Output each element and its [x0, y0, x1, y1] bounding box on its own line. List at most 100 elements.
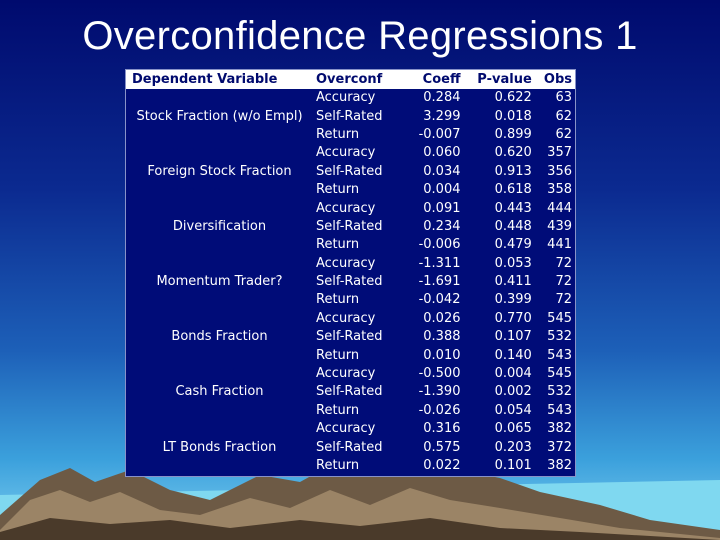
obs-cell: 372: [547, 439, 572, 455]
table-row: LT Bonds Fraction Self-Rated 0.575 0.203 372: [126, 438, 575, 456]
overconf-cell: Self-Rated: [316, 274, 383, 290]
coeff-cell: 0.091: [423, 200, 461, 216]
overconf-cell: Self-Rated: [316, 163, 383, 179]
obs-cell: 545: [547, 310, 572, 326]
obs-cell: 545: [547, 366, 572, 382]
table-row: Return -0.006 0.479 441: [126, 236, 575, 254]
p-value-cell: 0.107: [494, 329, 532, 345]
overconf-cell: Accuracy: [316, 200, 376, 216]
table-row: Accuracy 0.091 0.443 444: [126, 199, 575, 217]
dependent-variable-cell: Stock Fraction (w/o Empl): [136, 108, 303, 124]
table-body: Accuracy 0.284 0.622 63 Stock Fraction (w/o …: [126, 89, 575, 475]
table-row: Foreign Stock Fraction Self-Rated 0.034 0.9…: [126, 163, 575, 181]
dependent-variable-cell: [126, 199, 313, 217]
overconf-cell: Self-Rated: [316, 384, 383, 400]
dependent-variable-cell: Diversification: [172, 218, 267, 234]
p-value-cell: 0.065: [494, 421, 532, 437]
dependent-variable-cell: [126, 365, 313, 383]
overconf-cell: Self-Rated: [316, 108, 383, 124]
obs-cell: 543: [547, 347, 572, 363]
p-value-cell: 0.399: [494, 292, 532, 308]
p-value-cell: 0.203: [494, 439, 532, 455]
coeff-cell: -1.390: [418, 384, 461, 400]
obs-cell: 72: [555, 292, 572, 308]
table-row: Bonds Fraction Self-Rated 0.388 0.107 532: [126, 328, 575, 346]
dependent-variable-cell: Momentum Trader?: [156, 274, 283, 290]
dependent-variable-cell: [126, 291, 313, 309]
dependent-variable-cell: [126, 310, 313, 328]
header-p-value: P-value: [477, 72, 532, 87]
obs-cell: 358: [547, 182, 572, 198]
dependent-variable-cell: [126, 255, 313, 273]
obs-cell: 532: [547, 384, 572, 400]
mountain-landscape: [0, 455, 720, 540]
p-value-cell: 0.899: [494, 126, 532, 142]
table-header-row: Dependent Variable Overconf Coeff P-valu…: [126, 70, 575, 89]
table-row: Accuracy 0.026 0.770 545: [126, 310, 575, 328]
overconf-cell: Accuracy: [316, 145, 376, 161]
coeff-cell: -0.007: [418, 126, 461, 142]
coeff-cell: 0.004: [423, 182, 461, 198]
p-value-cell: 0.479: [494, 237, 532, 253]
obs-cell: 532: [547, 329, 572, 345]
dependent-variable-cell: Cash Fraction: [175, 384, 264, 400]
dependent-variable-cell: [126, 457, 313, 475]
overconf-cell: Accuracy: [316, 255, 376, 271]
p-value-cell: 0.770: [494, 310, 532, 326]
table-row: Diversification Self-Rated 0.234 0.448 439: [126, 218, 575, 236]
p-value-cell: 0.140: [494, 347, 532, 363]
overconf-cell: Return: [316, 292, 360, 308]
dependent-variable-cell: [126, 144, 313, 162]
overconf-cell: Self-Rated: [316, 439, 383, 455]
foreground-ridge: [0, 518, 720, 540]
header-obs: Obs: [543, 72, 572, 87]
table-row: Accuracy -0.500 0.004 545: [126, 365, 575, 383]
overconf-cell: Return: [316, 237, 360, 253]
coeff-cell: -0.500: [418, 366, 461, 382]
overconf-cell: Return: [316, 126, 360, 142]
header-overconf: Overconf: [316, 72, 383, 87]
coeff-cell: -0.006: [418, 237, 461, 253]
overconf-cell: Return: [316, 182, 360, 198]
dependent-variable-cell: [126, 236, 313, 254]
header-dependent-variable: Dependent Variable: [132, 72, 278, 87]
p-value-cell: 0.443: [494, 200, 532, 216]
regression-table: Dependent Variable Overconf Coeff P-valu…: [126, 70, 575, 475]
table-row: Cash Fraction Self-Rated -1.390 0.002 532: [126, 383, 575, 401]
obs-cell: 439: [547, 218, 572, 234]
coeff-cell: 0.575: [423, 439, 461, 455]
obs-cell: 382: [547, 458, 572, 473]
overconf-cell: Return: [316, 458, 360, 473]
table-row: Accuracy 0.060 0.620 357: [126, 144, 575, 162]
obs-cell: 63: [555, 90, 572, 106]
table-row: Return 0.004 0.618 358: [126, 181, 575, 199]
table-row: Momentum Trader? Self-Rated -1.691 0.411 72: [126, 273, 575, 291]
table-row: Stock Fraction (w/o Empl) Self-Rated 3.299…: [126, 107, 575, 125]
p-value-cell: 0.618: [494, 182, 532, 198]
dependent-variable-cell: [126, 420, 313, 438]
obs-cell: 543: [547, 402, 572, 418]
dependent-variable-cell: [126, 126, 313, 144]
obs-cell: 356: [547, 163, 572, 179]
overconf-cell: Accuracy: [316, 366, 376, 382]
table-row: Return -0.007 0.899 62: [126, 126, 575, 144]
header-coeff: Coeff: [422, 72, 461, 87]
overconf-cell: Accuracy: [316, 421, 376, 437]
table-row: Return 0.010 0.140 543: [126, 346, 575, 364]
obs-cell: 62: [555, 126, 572, 142]
table-row: Return -0.026 0.054 543: [126, 402, 575, 420]
coeff-cell: -1.691: [418, 274, 461, 290]
obs-cell: 72: [555, 255, 572, 271]
p-value-cell: 0.053: [494, 255, 532, 271]
obs-cell: 382: [547, 421, 572, 437]
p-value-cell: 0.101: [494, 458, 532, 473]
dependent-variable-cell: Bonds Fraction: [171, 329, 268, 345]
dependent-variable-cell: Foreign Stock Fraction: [147, 163, 292, 179]
p-value-cell: 0.448: [494, 218, 532, 234]
table-row: Accuracy 0.316 0.065 382: [126, 420, 575, 438]
dependent-variable-cell: LT Bonds Fraction: [162, 439, 277, 455]
overconf-cell: Accuracy: [316, 310, 376, 326]
dependent-variable-cell: [126, 346, 313, 364]
dependent-variable-cell: [126, 402, 313, 420]
table-row: Accuracy 0.284 0.622 63: [126, 89, 575, 107]
